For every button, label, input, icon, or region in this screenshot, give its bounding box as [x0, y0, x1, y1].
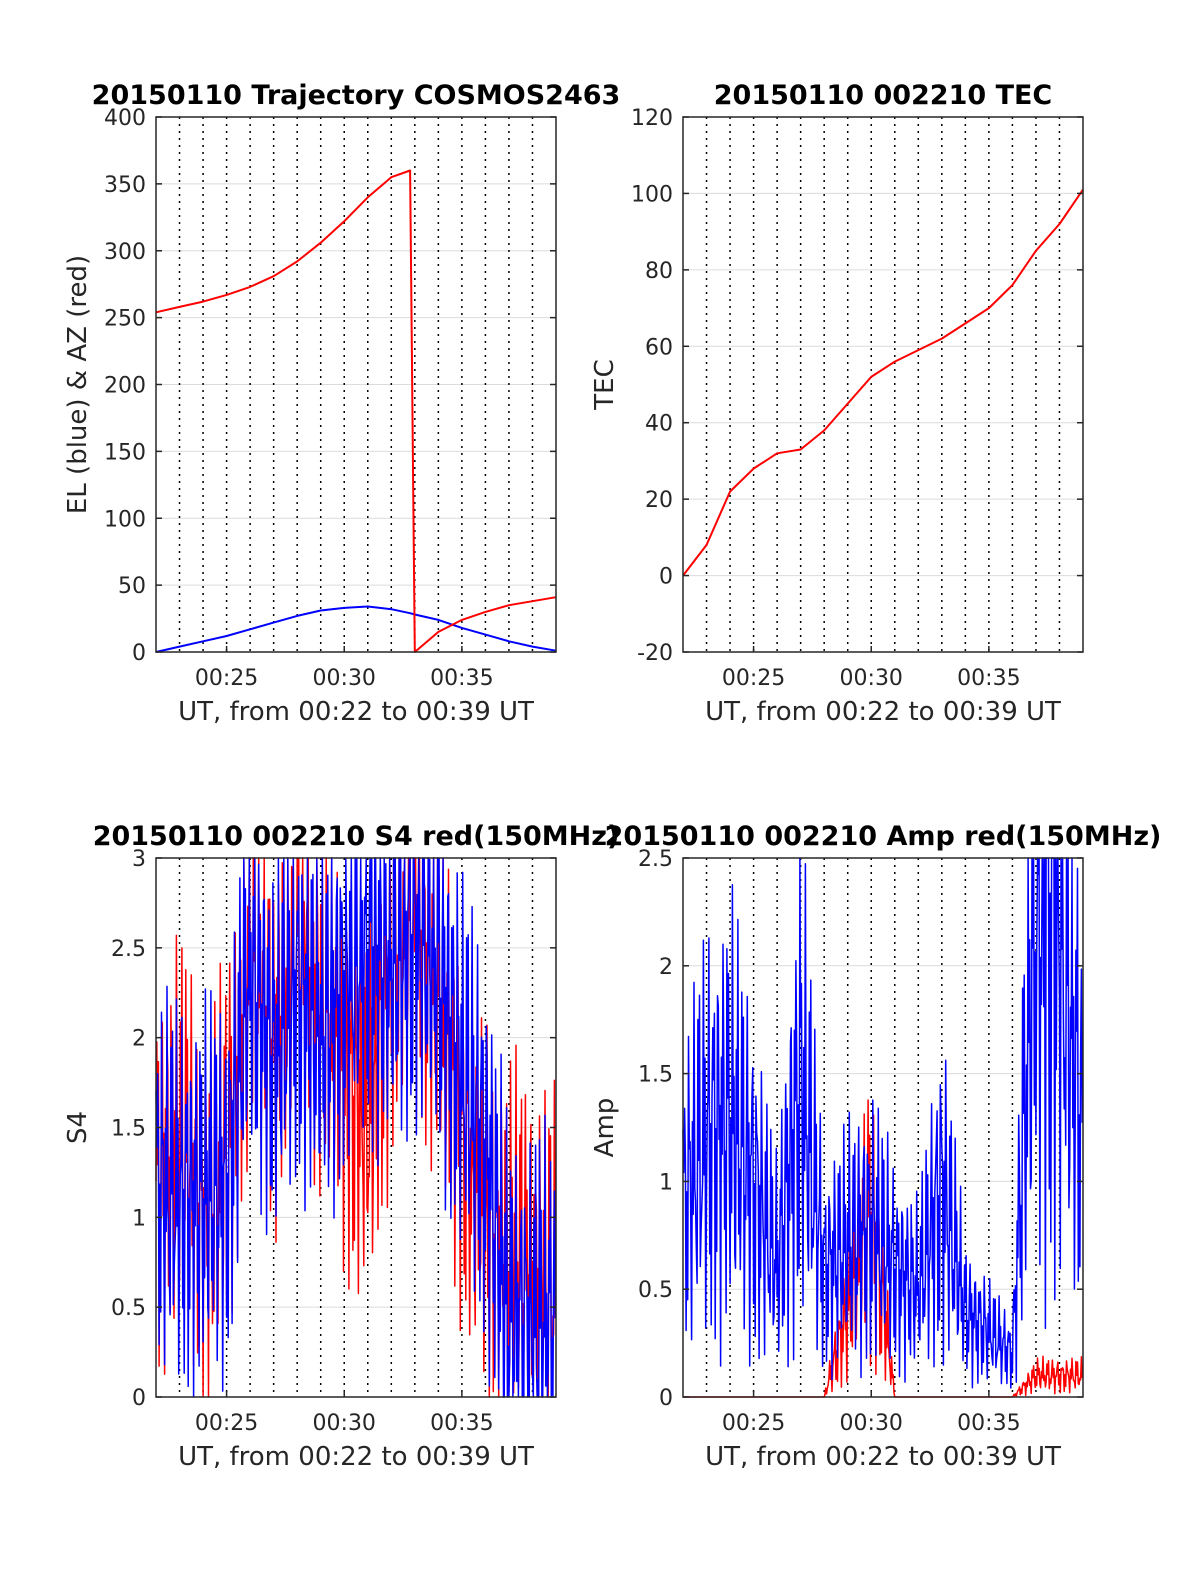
series-line-2 [682, 857, 1083, 1389]
x-axis-label: UT, from 00:22 to 00:39 UT [705, 697, 1061, 727]
y-tick-label: 2.5 [111, 937, 146, 962]
x-axis-label: UT, from 00:22 to 00:39 UT [178, 1442, 534, 1472]
y-tick-label: 400 [104, 106, 146, 131]
x-tick-label: 00:35 [430, 1411, 493, 1436]
axes-frame [682, 857, 1084, 1398]
x-tick-label: 00:35 [957, 666, 1020, 691]
chart-title: 20150110 002210 TEC [714, 80, 1053, 111]
y-axis-label: Amp [590, 1098, 620, 1158]
y-tick-label: 2.5 [638, 847, 673, 872]
y-tick-label: 1 [659, 1170, 673, 1195]
x-tick-label: 00:25 [195, 666, 258, 691]
y-tick-label: 1 [132, 1206, 146, 1231]
y-tick-label: -20 [637, 641, 673, 666]
y-tick-label: 250 [104, 307, 146, 332]
chart-title: 20150110 Trajectory COSMOS2463 [92, 80, 621, 111]
x-tick-label: 00:35 [957, 1411, 1020, 1436]
axes-frame [682, 116, 1084, 653]
y-tick-label: 2 [132, 1027, 146, 1052]
y-tick-label: 350 [104, 173, 146, 198]
x-tick-label: 00:25 [722, 1411, 785, 1436]
x-tick-label: 00:30 [840, 666, 903, 691]
series-line-2 [155, 169, 557, 653]
y-tick-label: 1.5 [638, 1063, 673, 1088]
y-tick-label: 300 [104, 240, 146, 265]
y-tick-label: 3 [132, 847, 146, 872]
y-tick-label: 60 [645, 335, 673, 360]
y-tick-label: 0 [659, 1386, 673, 1411]
y-axis-label: TEC [590, 359, 620, 410]
y-tick-label: 0 [132, 641, 146, 666]
y-tick-label: 40 [645, 412, 673, 437]
x-tick-label: 00:25 [722, 666, 785, 691]
x-tick-label: 00:35 [430, 666, 493, 691]
x-tick-label: 00:30 [313, 1411, 376, 1436]
y-tick-label: 0 [659, 565, 673, 590]
y-tick-label: 120 [631, 106, 673, 131]
series-line-2 [155, 857, 556, 1398]
x-tick-label: 00:30 [313, 666, 376, 691]
series-line-1 [155, 605, 557, 653]
y-tick-label: 20 [645, 488, 673, 513]
y-tick-label: 80 [645, 259, 673, 284]
y-tick-label: 2 [659, 955, 673, 980]
y-tick-label: 150 [104, 440, 146, 465]
y-tick-label: 100 [104, 507, 146, 532]
y-tick-label: 0 [132, 1386, 146, 1411]
y-tick-label: 0.5 [638, 1278, 673, 1303]
chart-title: 20150110 002210 S4 red(150MHz) [93, 821, 620, 852]
y-axis-label: S4 [63, 1111, 93, 1144]
chart-4: 0 0.5 1 1.5 2 2.5 00:25 00:30 00:35 20150110 0022… [590, 821, 1161, 1472]
y-tick-label: 1.5 [111, 1117, 146, 1142]
chart-3: 0 0.5 1 1.5 2 2.5 3 00:25 00:30 00:35 20150110 002… [63, 821, 619, 1472]
y-tick-label: 50 [118, 574, 146, 599]
chart-2: -20 0 20 40 60 80 100 120 00:25 00:30 00:35 2015011… [590, 80, 1084, 727]
x-tick-label: 00:30 [840, 1411, 903, 1436]
series-line-1 [682, 189, 1084, 577]
x-axis-label: UT, from 00:22 to 00:39 UT [705, 1442, 1061, 1472]
chart-title: 20150110 002210 Amp red(150MHz) [605, 821, 1162, 852]
y-tick-label: 0.5 [111, 1296, 146, 1321]
chart-1: 0 50 100 150 200 250 300 350 400 00:25 00:30 00:35 2… [63, 80, 620, 727]
y-axis-label: EL (blue) & AZ (red) [63, 255, 93, 514]
x-tick-label: 00:25 [195, 1411, 258, 1436]
x-axis-label: UT, from 00:22 to 00:39 UT [178, 697, 534, 727]
plot-area [683, 117, 1083, 652]
y-tick-label: 100 [631, 182, 673, 207]
y-tick-label: 200 [104, 374, 146, 399]
